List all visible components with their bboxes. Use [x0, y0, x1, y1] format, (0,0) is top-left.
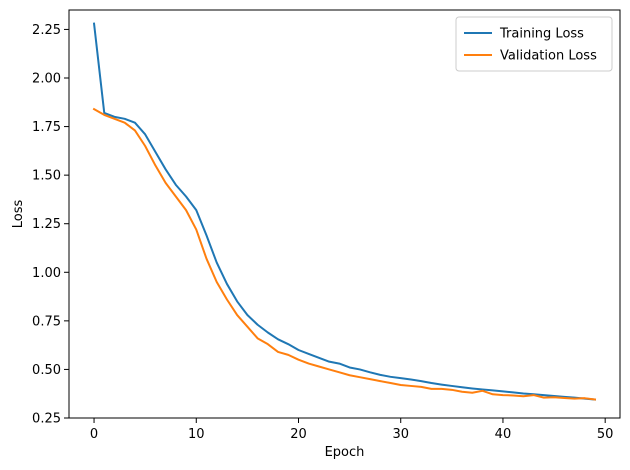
- legend-box: [455, 16, 613, 72]
- axes: 0 10 20 30 40 50 0.25 0.50 0.75 1.00 1.25 1.50 1.75 2…: [32, 9, 621, 442]
- y-tick-label: 2.00: [32, 72, 61, 87]
- series-line-1: [92, 107, 597, 401]
- y-tick-label: 0.75: [32, 314, 61, 329]
- series-line-0: [92, 22, 597, 401]
- y-tick-label: 1.25: [32, 217, 61, 232]
- x-tick-label: 30: [392, 427, 409, 442]
- y-axis-title: Loss: [11, 200, 26, 229]
- x-tick-label: 10: [188, 427, 205, 442]
- y-tick-label: 1.50: [32, 169, 61, 184]
- x-tick-label: 40: [495, 427, 512, 442]
- y-tick-label: 2.25: [32, 23, 61, 38]
- plot-frame: [68, 9, 621, 419]
- y-tick-label: 1.75: [32, 120, 61, 135]
- x-tick-label: 20: [290, 427, 307, 442]
- legend-label-1: Validation Loss: [500, 49, 597, 64]
- legend-label-0: Training Loss: [499, 27, 584, 42]
- x-tick-label: 0: [90, 427, 98, 442]
- y-tick-label: 1.00: [32, 266, 61, 281]
- y-tick-label: 0.50: [32, 363, 61, 378]
- plot-area: [92, 22, 597, 401]
- legend: Training Loss Validation Loss: [455, 16, 613, 72]
- x-axis-title: Epoch: [325, 445, 365, 460]
- x-tick-label: 50: [597, 427, 614, 442]
- y-tick-label: 0.25: [32, 412, 61, 427]
